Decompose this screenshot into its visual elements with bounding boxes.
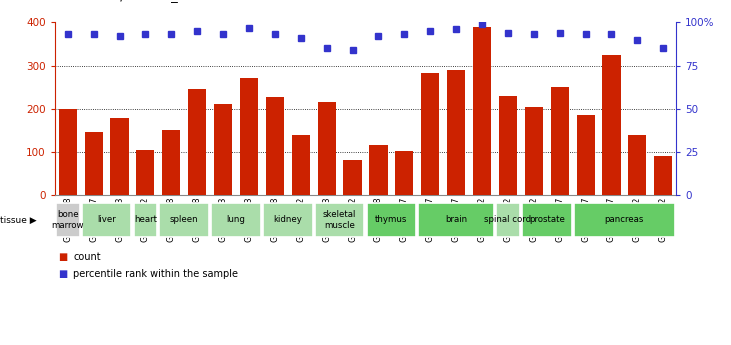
Bar [240,78,258,195]
Bar [317,102,336,195]
Text: bone
marrow: bone marrow [51,210,84,230]
Text: lung: lung [227,215,246,225]
Bar [266,97,284,195]
Bar [211,203,261,237]
Text: pancreas: pancreas [605,215,644,225]
Bar [110,118,129,195]
Bar [574,203,675,237]
Bar [85,132,103,195]
Text: kidney: kidney [273,215,303,225]
Bar [263,203,313,237]
Text: GDS426 / 78479_at: GDS426 / 78479_at [62,0,192,2]
Bar [56,203,80,237]
Text: thymus: thymus [375,215,408,225]
Bar [137,150,154,195]
Bar [496,203,520,237]
Bar [82,203,132,237]
Text: tissue ▶: tissue ▶ [0,215,37,225]
Bar [214,104,232,195]
Text: ■: ■ [58,269,68,279]
Bar [525,107,543,195]
Bar [315,203,365,237]
Text: count: count [73,252,101,262]
Text: liver: liver [97,215,116,225]
Bar [550,87,569,195]
Bar [447,70,465,195]
Bar [654,156,673,195]
Bar [473,27,491,195]
Bar [162,130,181,195]
Bar [421,73,439,195]
Bar [418,203,494,237]
Text: spinal cord: spinal cord [485,215,531,225]
Text: ■: ■ [58,252,68,262]
Bar [366,203,416,237]
Bar [344,160,362,195]
Text: spleen: spleen [170,215,199,225]
Text: percentile rank within the sample: percentile rank within the sample [73,269,238,279]
Bar [58,109,77,195]
Bar [577,115,594,195]
Bar [369,145,387,195]
Bar [159,203,209,237]
Bar [395,150,414,195]
Bar [499,96,517,195]
Text: skeletal
muscle: skeletal muscle [323,210,356,230]
Text: heart: heart [134,215,157,225]
Bar [628,135,646,195]
Text: brain: brain [445,215,467,225]
Bar [522,203,572,237]
Bar [134,203,157,237]
Text: prostate: prostate [529,215,564,225]
Bar [292,135,310,195]
Bar [188,89,206,195]
Bar [602,55,621,195]
